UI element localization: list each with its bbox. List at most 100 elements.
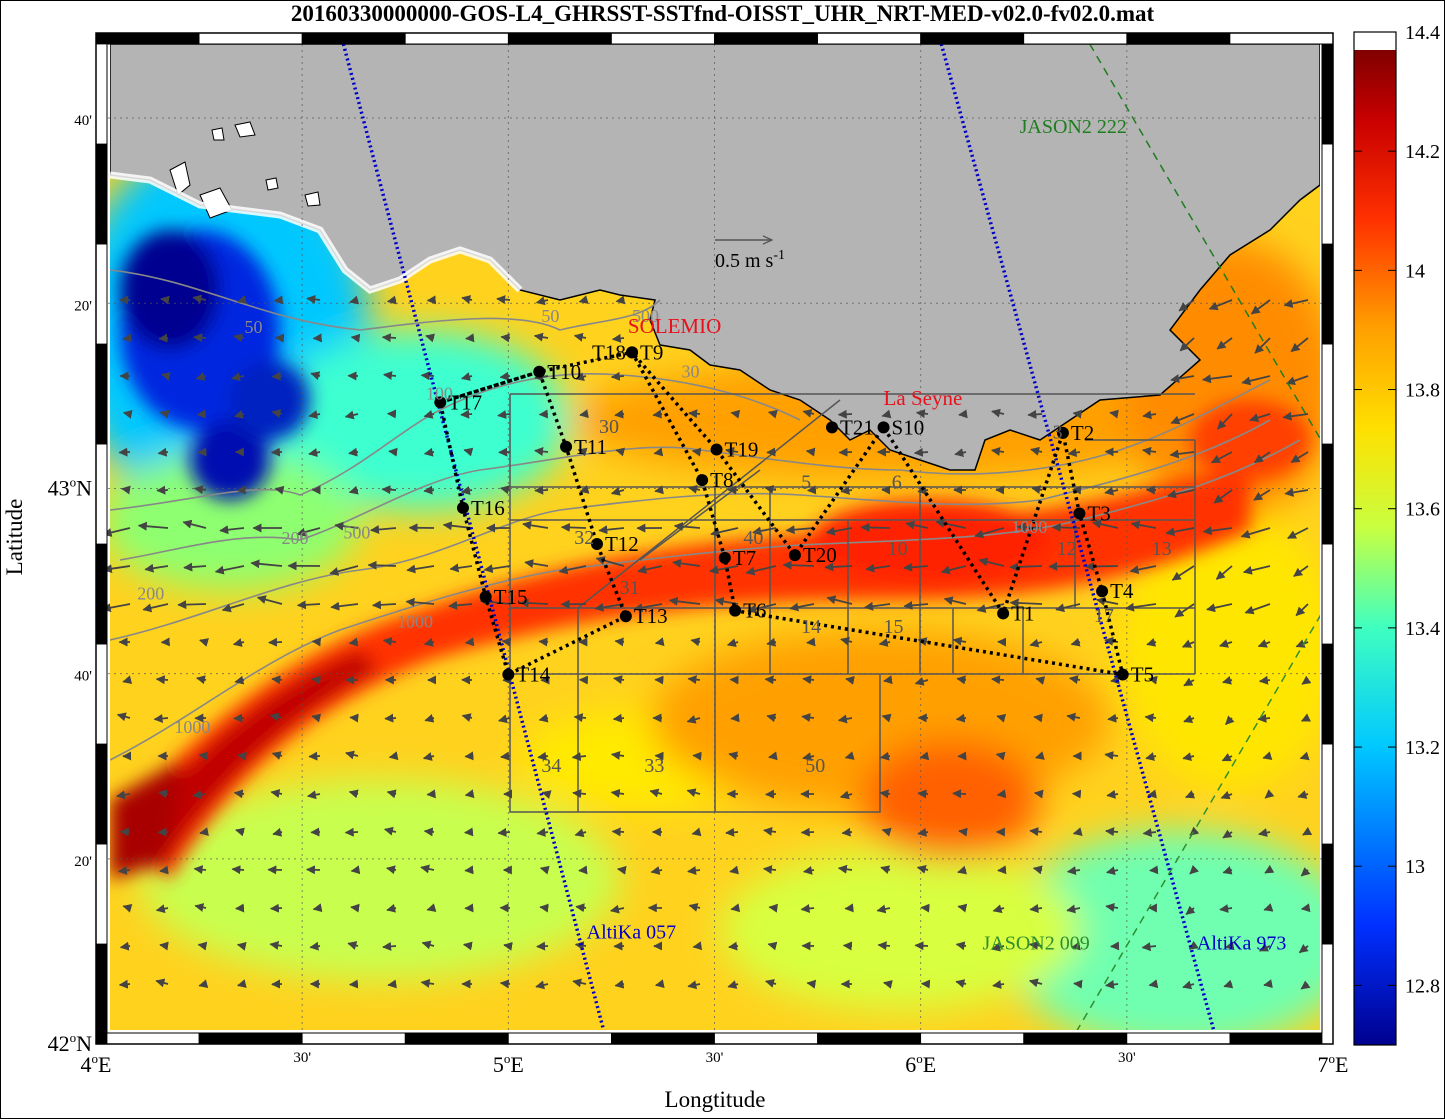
station-marker [696,474,709,487]
box-label: 12 [1057,538,1077,560]
x-axis-ticks: 4oE 30' 5oE 30' 6oE 30' 7oE [81,1050,1349,1077]
box-label: 6 [892,471,902,493]
x-tick-label: 30' [1118,1050,1136,1066]
station-label: T13 [634,604,668,628]
y-tick-label: 43oN [48,474,93,500]
x-tick-label: 30' [706,1050,724,1066]
satellite-track-0 [341,44,606,1030]
station-marker [533,365,546,378]
station-label: T2 [1071,421,1094,445]
colorbar-gradient [1354,50,1396,1045]
station-label: T21 [840,415,874,439]
station-marker [877,421,890,434]
y-axis-ticks: 42oN 20' 40' 43oN 20' 40' [48,113,93,1056]
station-label: T8 [710,468,733,492]
station-marker [626,346,639,359]
scale-arrow-unit-exponent: -1 [773,248,785,263]
isobath-label: 1000 [174,717,210,737]
station-label: T6 [743,599,766,623]
place-labels: SOLEMIO La Seyne [628,314,962,410]
station-label: T12 [605,532,639,556]
box-label: 33 [644,755,664,777]
isobath-label: 200 [137,584,164,604]
station-marker [434,396,447,409]
y-axis-label: Latitude [2,499,27,576]
x-tick-label: 7oE [1318,1051,1349,1077]
isobath-label: 50 [541,306,559,326]
y-tick-label: 40' [74,669,92,685]
satellite-tracks [341,44,1320,1030]
colorbar-tick-label: 13.2 [1405,737,1440,759]
station-label: T15 [494,585,528,609]
station-marker [1056,426,1069,439]
box-label: 50 [805,755,825,777]
y-tick-label: 40' [74,113,92,129]
box-label: 34 [541,755,561,777]
place-label: La Seyne [884,386,963,410]
x-tick-label: 4oE [81,1051,112,1077]
station-label: T1 [1011,601,1034,625]
y-tick-label: 42oN [48,1030,93,1056]
colorbar: 12.8 13 13.2 13.4 13.6 13.8 14 14.2 14.4 [1353,22,1440,1046]
box-label: 32 [574,527,594,549]
station-marker [590,538,603,550]
box-label: 17 [1094,605,1114,627]
x-tick-label: 5oE [493,1051,524,1077]
station-marker [1073,507,1086,520]
box-label: 31 [620,577,640,599]
station-marker [1096,585,1109,598]
station-marker [560,440,573,453]
satellite-track-label: JASON2 222 [1020,116,1127,138]
y-tick-label: 20' [74,854,92,870]
box-label: 5 [801,471,811,493]
place-label: SOLEMIO [628,314,721,338]
box-label: 14 [801,616,821,638]
colorbar-tick-label: 13 [1405,856,1425,878]
satellite-track-label: AltiKa 057 [587,921,676,943]
colorbar-tick-label: 14 [1405,260,1425,282]
satellite-track-label: AltiKa 973 [1197,933,1286,955]
stations: T1 T2 T3 T4 T5 T6 T7 T8 T9 T10 T11 T12 T13 T14 T15 T16 T… [434,340,1154,687]
colorbar-tick-label: 13.4 [1405,618,1440,640]
station-label: T5 [1131,663,1154,687]
y-tick-label: 20' [74,298,92,314]
isobath-label: 500 [632,306,659,326]
colorbar-tick-label: 14.2 [1405,141,1440,163]
velocity-scale: 0.5 m s-1 [715,240,785,272]
isobath-label: 50 [244,317,262,337]
station-label: T19 [725,438,759,462]
isobath-label: 100 [426,384,453,404]
station-label: T11 [574,435,607,459]
station-marker [479,590,492,603]
box-label: 30 [599,416,619,438]
station-label: T4 [1110,579,1134,603]
isobath-label: 200 [282,528,309,548]
cruise-route [438,350,1126,678]
axis-frame [95,32,1334,1045]
isobath-label: 1000 [397,611,433,631]
isobath-labels: 50 50 100 200 200 500 1000 1000 1000 500 30 [137,306,1047,737]
box-label: 13 [1152,538,1172,560]
colorbar-tick-label: 13.6 [1405,499,1440,521]
satellite-track-2 [1089,44,1320,440]
station-marker [619,610,632,623]
box-label: 3 [1053,421,1063,443]
satellite-track-3 [1076,614,1320,1030]
figure-title: 20160330000000-GOS-L4_GHRSST-SSTfnd-OISS… [290,1,1155,26]
station-marker [1116,668,1129,681]
station-label: S10 [892,415,925,439]
x-axis-label: Longtitude [665,1087,766,1112]
svg-text:0.5 m s-1: 0.5 m s-1 [715,248,785,272]
track-labels: AltiKa 057 AltiKa 973 JASON2 222 JASON2 009 [587,116,1287,955]
station-marker [997,607,1010,620]
station-marker [456,501,469,514]
station-marker [729,604,742,617]
colorbar-top-cap [1354,32,1396,50]
station-marker [788,549,801,562]
station-label: T20 [803,543,837,567]
station-marker [502,668,515,681]
box-label: 40 [743,527,763,549]
isobath-label: 1000 [1011,517,1047,537]
box-labels: 3 5 6 10 12 13 14 15 17 30 31 32 33 34 40 50 [541,416,1171,777]
colorbar-tick-label: 13.8 [1405,380,1440,402]
